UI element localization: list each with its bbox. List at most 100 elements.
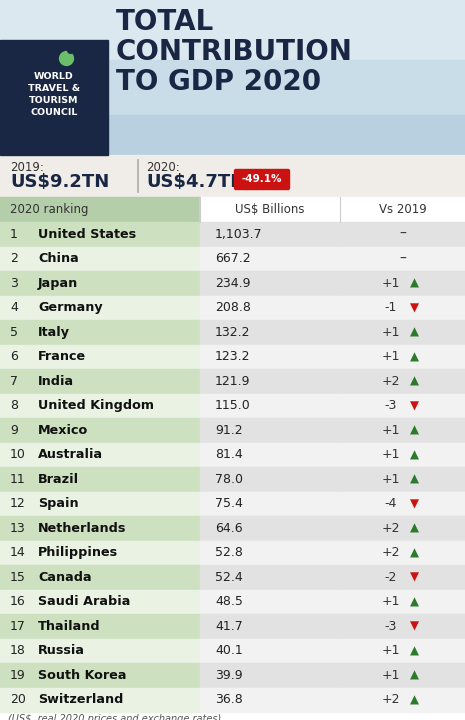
- Text: United States: United States: [38, 228, 136, 240]
- Text: Spain: Spain: [38, 498, 79, 510]
- Text: Brazil: Brazil: [38, 473, 79, 486]
- Bar: [340, 320, 465, 344]
- Bar: [200, 197, 340, 222]
- Text: +1: +1: [381, 669, 400, 682]
- Bar: [0, 394, 200, 418]
- Text: 208.8: 208.8: [215, 301, 251, 314]
- Text: +1: +1: [381, 350, 400, 364]
- Text: +2: +2: [381, 374, 400, 388]
- Bar: [200, 467, 340, 492]
- Text: ▲: ▲: [410, 546, 419, 559]
- Text: 9: 9: [10, 424, 18, 437]
- Text: 16: 16: [10, 595, 26, 608]
- Text: -3: -3: [384, 400, 397, 413]
- Text: ▲: ▲: [410, 522, 419, 535]
- Bar: [340, 197, 465, 222]
- Text: -4: -4: [384, 498, 397, 510]
- Bar: [340, 614, 465, 639]
- Bar: [340, 467, 465, 492]
- Bar: [0, 443, 200, 467]
- Text: 2019:: 2019:: [10, 161, 44, 174]
- Text: Philippines: Philippines: [38, 546, 118, 559]
- Bar: [340, 688, 465, 712]
- Text: 91.2: 91.2: [215, 424, 243, 437]
- Text: Germany: Germany: [38, 301, 103, 314]
- Bar: [340, 516, 465, 541]
- Text: +2: +2: [381, 693, 400, 706]
- Bar: [200, 663, 340, 688]
- Text: +1: +1: [381, 424, 400, 437]
- Text: –: –: [399, 252, 406, 266]
- Bar: [0, 60, 465, 115]
- Text: 5: 5: [10, 325, 18, 338]
- Text: China: China: [38, 252, 79, 265]
- Text: 18: 18: [10, 644, 26, 657]
- Text: 48.5: 48.5: [215, 595, 243, 608]
- FancyBboxPatch shape: [234, 169, 290, 189]
- Text: Thailand: Thailand: [38, 620, 100, 633]
- Bar: [340, 418, 465, 443]
- Bar: [0, 541, 200, 565]
- Text: (US$, real 2020 prices and exchange rates): (US$, real 2020 prices and exchange rate…: [8, 714, 221, 720]
- Text: –: –: [399, 228, 406, 241]
- Bar: [340, 541, 465, 565]
- Text: 41.7: 41.7: [215, 620, 243, 633]
- Text: 12: 12: [10, 498, 26, 510]
- Bar: [340, 344, 465, 369]
- Text: Vs 2019: Vs 2019: [379, 203, 426, 216]
- Text: 39.9: 39.9: [215, 669, 243, 682]
- Text: 20: 20: [10, 693, 26, 706]
- Bar: [340, 492, 465, 516]
- Text: ▲: ▲: [410, 276, 419, 289]
- Bar: [200, 222, 340, 246]
- Text: Switzerland: Switzerland: [38, 693, 123, 706]
- Bar: [200, 418, 340, 443]
- Text: +1: +1: [381, 449, 400, 462]
- Text: ▲: ▲: [410, 325, 419, 338]
- Text: 78.0: 78.0: [215, 473, 243, 486]
- Text: 115.0: 115.0: [215, 400, 251, 413]
- Text: 121.9: 121.9: [215, 374, 251, 388]
- Text: -3: -3: [384, 620, 397, 633]
- Bar: [200, 614, 340, 639]
- Text: +1: +1: [381, 473, 400, 486]
- Text: 10: 10: [10, 449, 26, 462]
- Text: Italy: Italy: [38, 325, 70, 338]
- Bar: [200, 516, 340, 541]
- Bar: [0, 492, 200, 516]
- Text: 8: 8: [10, 400, 18, 413]
- Bar: [340, 222, 465, 246]
- Bar: [0, 663, 200, 688]
- Bar: [0, 0, 465, 155]
- Text: France: France: [38, 350, 86, 364]
- Text: 17: 17: [10, 620, 26, 633]
- Text: 19: 19: [10, 669, 26, 682]
- Bar: [0, 688, 200, 712]
- Text: +1: +1: [381, 325, 400, 338]
- Text: TOTAL
CONTRIBUTION
TO GDP 2020: TOTAL CONTRIBUTION TO GDP 2020: [116, 8, 353, 96]
- Bar: [200, 565, 340, 590]
- Bar: [200, 443, 340, 467]
- Text: 52.8: 52.8: [215, 546, 243, 559]
- Text: 2: 2: [10, 252, 18, 265]
- Bar: [0, 467, 200, 492]
- Bar: [340, 639, 465, 663]
- Text: 3: 3: [10, 276, 18, 289]
- Text: ▲: ▲: [410, 644, 419, 657]
- Text: 132.2: 132.2: [215, 325, 251, 338]
- Bar: [340, 295, 465, 320]
- Text: +2: +2: [381, 546, 400, 559]
- Text: ▲: ▲: [410, 350, 419, 364]
- Bar: [200, 590, 340, 614]
- Text: Australia: Australia: [38, 449, 103, 462]
- Text: -1: -1: [384, 301, 397, 314]
- Text: South Korea: South Korea: [38, 669, 126, 682]
- Text: ▲: ▲: [410, 473, 419, 486]
- Text: 234.9: 234.9: [215, 276, 251, 289]
- Text: ▲: ▲: [410, 595, 419, 608]
- Text: 15: 15: [10, 571, 26, 584]
- Text: ▲: ▲: [410, 374, 419, 388]
- Bar: [340, 246, 465, 271]
- Text: US$4.7TN: US$4.7TN: [146, 173, 245, 191]
- Text: -2: -2: [384, 571, 397, 584]
